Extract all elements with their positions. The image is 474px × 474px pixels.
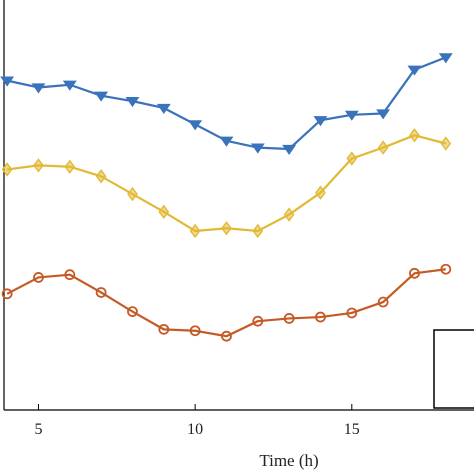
diamond-marker xyxy=(346,151,358,166)
triangle-marker xyxy=(250,143,265,154)
triangle-marker xyxy=(156,103,171,114)
series-line xyxy=(6,56,447,151)
triangle-marker xyxy=(344,110,359,121)
diamond-marker xyxy=(377,140,389,155)
triangle-marker xyxy=(376,109,391,120)
diamond-marker xyxy=(64,159,76,174)
diamond-marker xyxy=(33,158,44,173)
triangle-marker xyxy=(31,83,46,94)
triangle-marker xyxy=(188,120,203,131)
x-axis-label: Time (h) xyxy=(259,451,318,470)
diamond-marker xyxy=(252,223,264,239)
circle-marker xyxy=(315,311,326,323)
circle-marker xyxy=(346,307,358,319)
circle-marker xyxy=(440,263,452,275)
circle-marker xyxy=(409,267,420,279)
circle-marker xyxy=(33,272,44,283)
series-line xyxy=(6,268,446,338)
legend-box xyxy=(433,329,474,409)
series-3 xyxy=(1,263,452,342)
circle-marker xyxy=(158,323,170,335)
triangle-marker xyxy=(219,136,234,147)
series-layer xyxy=(0,53,453,342)
triangle-marker xyxy=(438,53,453,64)
diamond-marker xyxy=(315,185,326,200)
circle-marker xyxy=(95,287,107,298)
diamond-marker xyxy=(409,128,420,143)
triangle-marker xyxy=(407,65,422,76)
triangle-marker xyxy=(62,80,77,91)
diamond-marker xyxy=(1,162,13,177)
diamond-marker xyxy=(221,221,232,236)
circle-marker xyxy=(221,330,232,342)
circle-marker xyxy=(189,325,201,337)
circle-marker xyxy=(64,269,76,281)
circle-marker xyxy=(1,288,13,300)
circle-marker xyxy=(252,315,264,327)
x-ticks: 5 10 15 xyxy=(34,404,360,438)
circle-marker xyxy=(127,306,138,318)
series-2 xyxy=(1,128,452,239)
circle-marker xyxy=(283,313,295,324)
diamond-marker xyxy=(189,223,201,239)
series-1 xyxy=(0,53,453,155)
triangle-marker xyxy=(94,91,109,102)
diamond-marker xyxy=(283,207,295,222)
diamond-marker xyxy=(95,169,107,184)
x-tick-label: 5 xyxy=(34,421,42,438)
x-tick-label: 10 xyxy=(187,421,203,438)
triangle-marker xyxy=(282,144,297,155)
x-tick-label: 15 xyxy=(344,421,360,438)
triangle-marker xyxy=(313,116,328,127)
diamond-marker xyxy=(127,186,138,202)
diamond-marker xyxy=(158,204,170,219)
circle-marker xyxy=(377,296,389,308)
triangle-marker xyxy=(125,97,140,108)
triangle-marker xyxy=(0,76,15,87)
diamond-marker xyxy=(440,136,452,151)
